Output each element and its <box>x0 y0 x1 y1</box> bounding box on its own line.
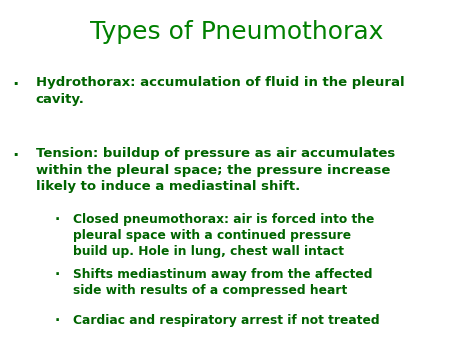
Text: Hydrothorax: accumulation of fluid in the pleural
cavity.: Hydrothorax: accumulation of fluid in th… <box>36 76 404 106</box>
Text: Shifts mediastinum away from the affected
side with results of a compressed hear: Shifts mediastinum away from the affecte… <box>73 268 373 297</box>
Text: Cardiac and respiratory arrest if not treated: Cardiac and respiratory arrest if not tr… <box>73 314 380 327</box>
Text: ·: · <box>55 314 60 328</box>
Text: ·: · <box>55 268 60 282</box>
Text: Tension: buildup of pressure as air accumulates
within the pleural space; the pr: Tension: buildup of pressure as air accu… <box>36 147 395 193</box>
Text: Types of Pneumothorax: Types of Pneumothorax <box>91 20 383 44</box>
Text: ·: · <box>12 76 18 94</box>
Text: Closed pneumothorax: air is forced into the
pleural space with a continued press: Closed pneumothorax: air is forced into … <box>73 213 375 258</box>
Text: ·: · <box>55 213 60 227</box>
Text: ·: · <box>12 147 18 165</box>
